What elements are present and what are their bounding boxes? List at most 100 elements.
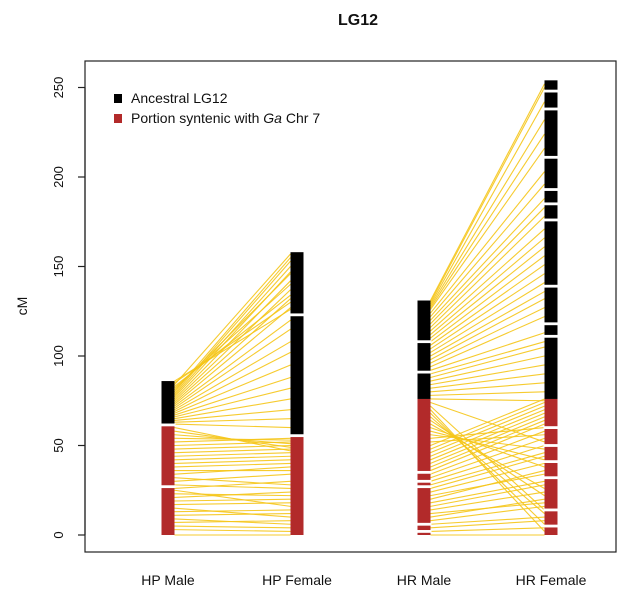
- marker-gap: [416, 530, 432, 533]
- link-line: [430, 215, 545, 328]
- link-line: [174, 455, 291, 461]
- link-line: [174, 328, 291, 409]
- marker-gap: [543, 444, 559, 447]
- link-line: [430, 83, 545, 301]
- link-line: [430, 148, 545, 310]
- marker-gap: [543, 155, 559, 159]
- link-line: [430, 373, 545, 389]
- legend-label: Ancestral LG12: [131, 90, 228, 106]
- link-line: [430, 382, 545, 393]
- link-line: [430, 246, 545, 339]
- link-line: [430, 427, 545, 439]
- link-line: [430, 298, 545, 361]
- link-line: [174, 444, 291, 450]
- link-line: [174, 529, 291, 532]
- link-line: [174, 308, 291, 382]
- link-line: [430, 87, 545, 303]
- link-line: [174, 509, 291, 513]
- marker-gap: [416, 522, 432, 526]
- link-line: [174, 462, 291, 468]
- link-line: [430, 307, 545, 364]
- marker-gap: [543, 202, 559, 206]
- syntenic-segment: [290, 436, 304, 535]
- syntenic-segment: [544, 398, 558, 535]
- link-line: [430, 133, 545, 308]
- marker-gap: [543, 107, 559, 111]
- ancestral-segment: [417, 300, 431, 399]
- link-line: [174, 525, 291, 529]
- link-line: [430, 101, 545, 305]
- link-line: [430, 455, 545, 489]
- link-line: [174, 484, 291, 490]
- link-line: [174, 418, 291, 423]
- marker-gap: [416, 370, 432, 374]
- link-line: [174, 459, 291, 464]
- legend-item: Portion syntenic with Ga Chr 7: [114, 110, 320, 126]
- link-line: [174, 266, 291, 396]
- link-line: [430, 264, 545, 346]
- link-line: [430, 409, 545, 532]
- marker-gap: [543, 284, 559, 288]
- link-line: [430, 355, 545, 382]
- links-layer: [174, 83, 545, 536]
- link-line: [174, 489, 291, 507]
- link-line: [430, 527, 545, 532]
- link-line: [430, 341, 545, 375]
- link-line: [430, 183, 545, 317]
- y-axis-label: cM: [14, 297, 30, 316]
- marker-gap: [543, 188, 559, 191]
- link-line: [174, 319, 291, 407]
- maps-layer: [160, 80, 559, 535]
- y-tick-label: 250: [51, 77, 66, 99]
- link-line: [430, 282, 545, 353]
- syntenic-segment: [417, 398, 431, 535]
- link-line: [430, 416, 545, 514]
- link-line: [430, 423, 545, 489]
- link-line: [174, 480, 291, 490]
- marker-gap: [160, 485, 176, 489]
- ancestral-segment: [544, 80, 558, 399]
- link-line: [174, 512, 291, 516]
- link-line: [174, 398, 291, 420]
- map-bar: [289, 252, 305, 535]
- x-tick-label: HP Female: [262, 572, 332, 588]
- marker-gap: [416, 485, 432, 489]
- link-line: [430, 228, 545, 332]
- map-bar: [416, 300, 432, 535]
- marker-gap: [543, 524, 559, 528]
- link-line: [430, 398, 545, 402]
- marker-gap: [543, 322, 559, 326]
- marker-gap: [289, 313, 305, 317]
- link-line: [430, 207, 545, 325]
- link-line: [430, 316, 545, 368]
- marker-gap: [543, 334, 559, 338]
- ancestral-segment: [161, 381, 175, 426]
- link-line: [430, 484, 545, 507]
- y-axis: 0 50 100 150 200 250: [51, 77, 86, 539]
- y-tick-label: 50: [51, 438, 66, 452]
- link-line: [174, 260, 291, 394]
- link-line: [430, 405, 545, 511]
- x-axis: HP Male HP Female HR Male HR Female: [141, 572, 586, 588]
- link-line: [174, 280, 291, 400]
- link-line: [174, 473, 291, 482]
- marker-gap: [416, 470, 432, 474]
- y-tick-label: 150: [51, 256, 66, 278]
- link-line: [430, 402, 545, 443]
- link-line: [430, 491, 545, 511]
- link-line: [430, 434, 545, 443]
- link-line: [174, 448, 291, 454]
- link-line: [174, 507, 291, 518]
- legend-item: Ancestral LG12: [114, 90, 228, 106]
- link-line: [174, 409, 291, 421]
- link-line: [174, 518, 291, 525]
- link-line: [430, 364, 545, 386]
- marker-gap: [543, 89, 559, 93]
- link-line: [430, 520, 545, 529]
- link-line: [174, 341, 291, 411]
- link-line: [174, 351, 291, 412]
- link-line: [430, 416, 545, 464]
- map-bar: [160, 381, 176, 535]
- ancestral-segment: [290, 252, 304, 437]
